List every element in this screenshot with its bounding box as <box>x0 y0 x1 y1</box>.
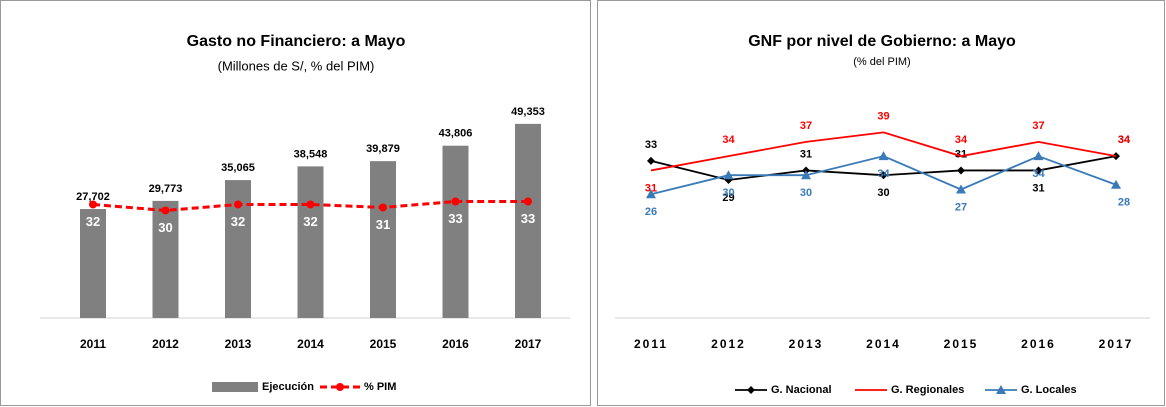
data-label: 37 <box>1032 120 1044 132</box>
bar <box>297 166 324 318</box>
data-label: 34 <box>1118 134 1131 146</box>
marker <box>801 170 811 180</box>
x-tick-label: 2011 <box>80 337 106 351</box>
data-label: 49,353 <box>511 106 545 118</box>
marker <box>379 203 387 212</box>
legend-label: G. Locales <box>1021 384 1077 396</box>
data-label: 33 <box>521 211 535 226</box>
data-label: 30 <box>722 187 734 199</box>
marker <box>336 383 344 391</box>
marker <box>524 197 532 206</box>
marker <box>646 189 656 199</box>
data-label: 31 <box>1032 182 1044 194</box>
legend-label: % PIM <box>364 381 396 393</box>
data-label: 29 <box>722 192 734 204</box>
data-label: 27 <box>955 201 967 213</box>
marker <box>956 184 966 194</box>
x-tick-label: 2012 <box>711 337 746 351</box>
bar <box>370 161 396 318</box>
marker <box>747 386 755 394</box>
data-label: 34 <box>955 134 968 146</box>
bar <box>152 200 179 318</box>
x-tick-label: 2017 <box>515 337 542 351</box>
marker <box>878 151 889 161</box>
data-label: 35,065 <box>221 162 255 174</box>
x-tick-label: 2017 <box>1099 337 1134 351</box>
data-label: 31 <box>376 217 390 232</box>
data-label: 26 <box>645 206 657 218</box>
data-label: 32 <box>303 214 317 229</box>
chart-title: GNF por nivel de Gobierno: a Mayo <box>748 33 1016 50</box>
marker <box>1111 179 1121 189</box>
data-label: 30 <box>877 187 889 199</box>
data-label: 30 <box>158 220 172 235</box>
data-label: 39 <box>877 110 889 122</box>
data-label: 39,879 <box>366 143 400 155</box>
x-tick-label: 2012 <box>152 337 179 351</box>
data-label: 28 <box>1118 197 1130 209</box>
legend-label: G. Nacional <box>771 384 832 396</box>
data-label: 38,548 <box>294 148 328 160</box>
bar <box>80 209 106 318</box>
marker <box>996 385 1006 394</box>
x-tick-label: 2014 <box>866 337 901 351</box>
data-label: 31 <box>800 148 812 160</box>
marker <box>89 200 97 209</box>
marker <box>879 171 888 180</box>
x-tick-label: 2013 <box>789 337 824 351</box>
marker <box>957 166 965 175</box>
x-tick-label: 2015 <box>370 337 397 351</box>
panel <box>597 0 1165 406</box>
chart-subtitle: (Millones de S/, % del PIM) <box>218 58 375 73</box>
data-label: 34 <box>1032 168 1045 180</box>
line <box>650 131 1117 172</box>
data-label: 33 <box>645 139 657 151</box>
data-label: 34 <box>877 168 890 180</box>
marker <box>723 170 734 180</box>
x-tick-label: 2016 <box>442 337 469 351</box>
x-tick-label: 2015 <box>944 337 979 351</box>
x-tick-label: 2011 <box>634 337 668 351</box>
data-label: 32 <box>86 214 100 229</box>
chart-subtitle: (% del PIM) <box>853 56 910 68</box>
marker <box>451 197 460 206</box>
bar <box>442 145 469 318</box>
data-label: 43,806 <box>439 128 473 140</box>
x-tick-label: 2016 <box>1021 337 1056 351</box>
data-label: 30 <box>800 187 812 199</box>
marker <box>1034 166 1043 175</box>
data-label: 31 <box>645 182 657 194</box>
x-tick-label: 2014 <box>297 337 324 351</box>
legend-label: G. Regionales <box>891 384 964 396</box>
bar <box>515 123 541 318</box>
data-label: 27,702 <box>76 191 110 203</box>
data-label: 37 <box>800 120 812 132</box>
data-label: 34 <box>722 134 735 146</box>
data-label: 32 <box>231 214 245 229</box>
marker <box>306 200 315 209</box>
marker <box>234 200 242 209</box>
marker <box>1033 151 1044 161</box>
data-label: 34 <box>1118 134 1131 146</box>
marker <box>647 156 655 165</box>
chart-title: Gasto no Financiero: a Mayo <box>187 33 406 50</box>
x-tick-label: 2013 <box>225 337 252 351</box>
data-label: 33 <box>448 211 462 226</box>
data-label: 31 <box>955 148 967 160</box>
legend-swatch <box>212 382 258 392</box>
data-label: 29,773 <box>149 183 183 195</box>
marker <box>161 206 170 215</box>
legend-label: Ejecución <box>262 381 314 393</box>
